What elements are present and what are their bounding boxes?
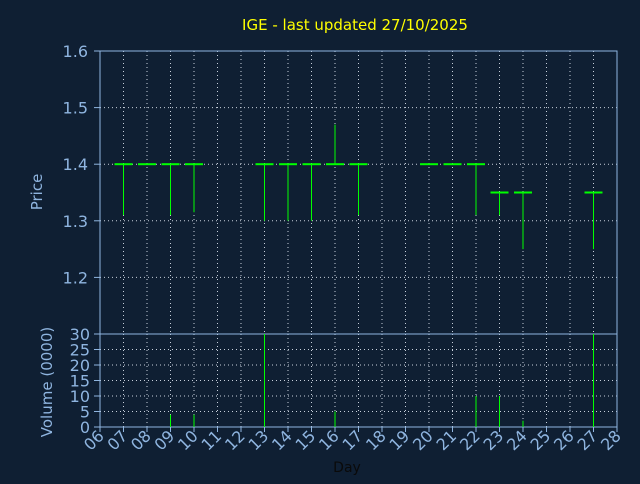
ohlc-bar xyxy=(584,191,603,250)
volume-tick-label: 10 xyxy=(70,387,90,406)
day-axis-label: Day xyxy=(333,460,361,476)
price-tick-label: 1.5 xyxy=(63,99,88,118)
ohlc-bar xyxy=(302,163,321,221)
price-tick-label: 1.4 xyxy=(63,155,88,174)
price-panel: 1.2 1.3 1.4 1.5 1.6 xyxy=(63,42,618,335)
ohlc-bar xyxy=(467,163,485,216)
ohlc-bar xyxy=(514,191,532,250)
chart-title: IGE - last updated 27/10/2025 xyxy=(242,16,468,34)
volume-panel: 0510152025300607080910111213141516171819… xyxy=(70,325,625,454)
ohlc-bar xyxy=(279,163,297,221)
ohlc-bar xyxy=(255,163,274,221)
price-axis-label: Price xyxy=(28,174,46,211)
volume-tick-label: 15 xyxy=(70,372,90,391)
ohlc-bar xyxy=(326,124,344,166)
volume-tick-label: 25 xyxy=(70,341,90,360)
volume-tick-label: 30 xyxy=(70,325,90,344)
day-tick-label: 28 xyxy=(597,426,625,454)
ohlc-bar xyxy=(490,191,509,216)
ohlc-bar xyxy=(114,163,133,216)
price-tick-label: 1.6 xyxy=(63,42,88,61)
volume-tick-label: 20 xyxy=(70,356,90,375)
volume-plot-frame xyxy=(99,333,618,428)
volume-tick-label: 5 xyxy=(80,403,90,422)
ohlc-bar xyxy=(349,163,368,216)
price-tick-label: 1.2 xyxy=(63,268,88,287)
volume-tick-label: 0 xyxy=(80,418,90,437)
ohlc-bar xyxy=(161,163,180,216)
ohlc-bar xyxy=(185,163,203,213)
volume-axis-label: Volume (0000) xyxy=(38,327,56,437)
price-tick-label: 1.3 xyxy=(63,212,88,231)
